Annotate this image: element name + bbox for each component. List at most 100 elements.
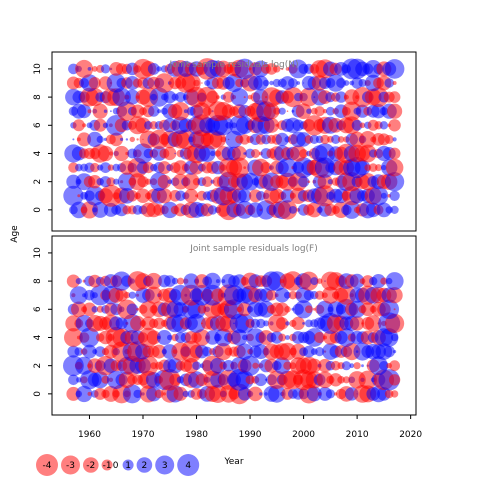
residual-bubble [215, 279, 220, 284]
residual-bubble [285, 335, 290, 340]
residual-bubble [322, 109, 328, 114]
residual-bubble [259, 392, 263, 396]
residual-bubble [387, 103, 403, 119]
residual-bubble [109, 132, 123, 147]
residual-bubble [77, 104, 92, 119]
residual-bubble [238, 387, 252, 401]
residual-bubble [75, 356, 94, 375]
residual-bubble [216, 95, 220, 99]
residual-bubble [368, 186, 389, 206]
residual-bubble [243, 166, 247, 170]
residual-bubble [142, 162, 154, 174]
residual-bubble [266, 289, 277, 301]
residual-bubble [388, 374, 401, 386]
residual-bubble [132, 143, 154, 164]
residual-bubble [388, 91, 401, 103]
residual-bubble [384, 59, 405, 79]
residual-bubble [388, 119, 401, 132]
residual-bubble [298, 176, 310, 188]
residual-bubble [385, 272, 404, 291]
residual-bubble [393, 308, 396, 311]
residual-bubble [273, 107, 281, 115]
residual-bubble [74, 347, 84, 356]
residual-bubble [238, 189, 252, 203]
residual-bubble [248, 386, 263, 402]
residual-bubble [337, 328, 356, 347]
residual-bubble [375, 164, 382, 172]
residual-bubble [278, 333, 287, 342]
residual-bubble [236, 343, 253, 360]
residual-bubble [291, 316, 305, 330]
residual-bubble [88, 77, 101, 89]
residual-bubble [69, 286, 88, 305]
legend: -4 -3 -2 -1 0 1 2 3 4 [36, 454, 200, 476]
residual-bubble [376, 202, 392, 218]
residual-bubble [129, 136, 135, 143]
residual-bubble [392, 81, 397, 85]
residual-bubble [354, 159, 371, 176]
residual-bubble [122, 384, 142, 404]
residual-bubble [294, 300, 313, 319]
residual-bubble [237, 302, 252, 317]
residual-bubble [331, 134, 341, 144]
legend-label: 3 [162, 461, 168, 471]
residual-bubble [235, 313, 255, 334]
residual-bubble [173, 386, 188, 401]
y-tick-label: 4 [33, 150, 43, 156]
residual-bubble [181, 73, 201, 93]
residual-bubble [183, 109, 188, 114]
residual-bubble [94, 346, 106, 357]
residual-bubble [278, 107, 286, 115]
residual-bubble [156, 66, 162, 72]
residual-bubble [349, 273, 365, 289]
legend-bubble [36, 454, 58, 476]
residual-bubble [91, 66, 98, 72]
residual-bubble [306, 108, 312, 114]
residual-bubble [72, 119, 85, 132]
panel-bottom-bubbles [63, 271, 405, 405]
residual-bubble [252, 362, 259, 369]
residual-bubble [263, 117, 280, 133]
residual-bubble [93, 118, 107, 132]
x-tick-label: 2020 [399, 430, 422, 440]
legend-bubble [177, 454, 200, 476]
residual-bubble [75, 59, 94, 78]
residual-bubble [231, 329, 248, 346]
residual-bubble [68, 374, 79, 386]
residual-bubble [343, 80, 350, 86]
residual-bubble [390, 205, 399, 214]
residual-bubble [152, 344, 167, 359]
residual-bubble [82, 344, 97, 359]
residual-bubble [369, 356, 388, 376]
residual-bubble [87, 391, 92, 396]
residual-bubble [273, 357, 291, 375]
legend-label: 1 [125, 461, 131, 471]
residual-bubble [71, 301, 87, 318]
panel-top-title: Joint sample residuals log(N) [168, 60, 298, 70]
residual-bubble [380, 192, 387, 199]
residual-bubble [64, 328, 83, 347]
legend-label: -4 [43, 461, 52, 471]
residual-bubble [305, 305, 313, 314]
residual-bubble [206, 90, 219, 104]
residual-bubble [314, 143, 336, 164]
residual-bubble [303, 345, 315, 358]
residual-bubble [90, 162, 100, 173]
residual-bubble [255, 191, 266, 201]
residual-bubble [390, 390, 399, 398]
residual-bubble [284, 306, 291, 313]
residual-bubble [321, 286, 339, 304]
residual-bubble [156, 188, 172, 204]
y-tick-label: 10 [33, 63, 43, 75]
residual-bubble [307, 358, 322, 373]
residual-bubble [320, 134, 330, 145]
residual-bubble [302, 322, 305, 325]
residual-bubble [349, 363, 355, 369]
residual-bubble [169, 373, 182, 386]
residual-bubble [126, 190, 138, 202]
residual-bubble [171, 102, 190, 121]
residual-bubble [153, 317, 165, 330]
residual-bubble [388, 147, 401, 160]
residual-bubble [113, 178, 120, 185]
